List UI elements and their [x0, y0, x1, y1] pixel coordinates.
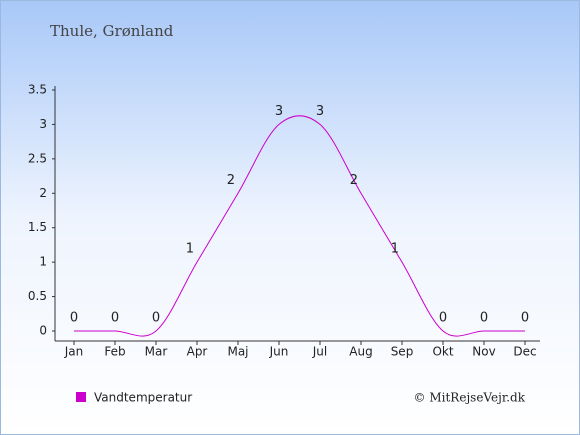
copyright: © MitRejseVejr.dk: [414, 391, 526, 405]
value-label: 2: [227, 173, 235, 188]
value-label: 2: [350, 173, 358, 188]
x-tick-label: Maj: [227, 345, 248, 359]
line: [74, 115, 525, 337]
legend-label: Vandtemperatur: [94, 391, 192, 405]
legend-swatch: [76, 392, 86, 402]
y-tick-label: 2: [39, 186, 47, 200]
value-label: 3: [275, 104, 283, 119]
y-tick-label: 3.5: [28, 83, 47, 97]
y-tick-label: 0: [39, 324, 47, 338]
x-tick-label: Jun: [269, 345, 289, 359]
y-tick-label: 0.5: [28, 289, 47, 303]
value-label: 0: [152, 311, 160, 326]
x-tick-label: Jan: [64, 345, 84, 359]
value-label: 1: [186, 242, 194, 257]
value-label: 0: [439, 311, 447, 326]
x-tick-label: Okt: [432, 345, 453, 359]
y-tick-label: 1.5: [28, 220, 47, 234]
y-tick-label: 1: [39, 255, 47, 269]
x-tick-label: Mar: [145, 345, 168, 359]
value-label: 3: [316, 104, 324, 119]
x-tick-label: Jul: [312, 345, 327, 359]
y-tick-label: 2.5: [28, 151, 47, 165]
x-tick-label: Dec: [513, 345, 536, 359]
value-label: 0: [111, 311, 119, 326]
x-tick-label: Apr: [187, 345, 208, 359]
value-label: 0: [70, 311, 78, 326]
x-tick-label: Aug: [349, 345, 372, 359]
value-label: 1: [391, 242, 399, 257]
x-tick-label: Nov: [472, 345, 495, 359]
x-tick-label: Feb: [104, 345, 125, 359]
y-tick-label: 3: [39, 117, 47, 131]
value-label: 0: [480, 311, 488, 326]
value-label: 0: [521, 311, 529, 326]
chart-title: Thule, Grønland: [50, 22, 174, 40]
x-tick-label: Sep: [391, 345, 414, 359]
